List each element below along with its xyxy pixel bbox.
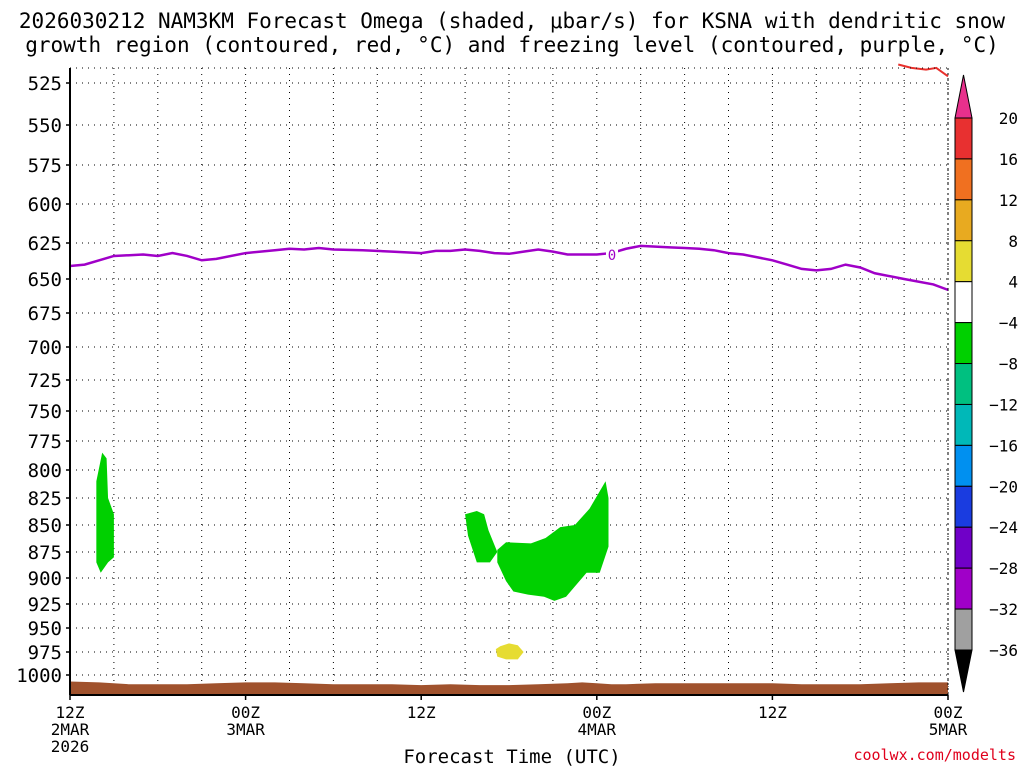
x-tick-time: 12Z xyxy=(407,703,436,722)
colorbar-label: −32 xyxy=(989,600,1018,619)
colorbar-segment xyxy=(954,363,973,405)
colorbar-label: 12 xyxy=(999,191,1018,210)
x-tick-time: 00Z xyxy=(582,703,611,722)
colorbar-segment xyxy=(954,608,973,651)
omega-shading-layer xyxy=(96,452,609,660)
colorbar-segment xyxy=(954,485,973,528)
colorbar-segment xyxy=(954,117,973,160)
gridlines xyxy=(69,68,949,695)
colorbar-label: −12 xyxy=(989,395,1018,414)
colorbar-label: −4 xyxy=(999,314,1018,333)
colorbar-label: −20 xyxy=(989,477,1018,496)
y-tick-label: 975 xyxy=(28,642,62,664)
omega-positive-region xyxy=(495,643,524,660)
colorbar-label: −8 xyxy=(999,355,1018,374)
colorbar-segment xyxy=(954,199,973,242)
x-tick-time: 12Z xyxy=(56,703,85,722)
freezing-level-line xyxy=(69,244,949,292)
colorbar-label: −28 xyxy=(989,559,1018,578)
colorbar: 20 16 12 8 4 −4 −8 −12 −16 −20 −24 −28 −32 −36 xyxy=(954,74,1018,693)
omega-region xyxy=(465,510,498,563)
y-tick-label: 825 xyxy=(28,488,62,510)
colorbar-label: 20 xyxy=(999,109,1018,128)
chart-title-line2: growth region (contoured, red, °C) and f… xyxy=(25,33,999,57)
axes-layer: 525 550 575 600 625 650 675 700 725 750 775 800 825 8… xyxy=(16,67,968,756)
colorbar-label: −24 xyxy=(989,518,1018,537)
x-tick-date: 4MAR xyxy=(578,720,617,739)
omega-region xyxy=(497,481,609,601)
y-tick-label: 1000 xyxy=(16,665,62,687)
colorbar-segment xyxy=(954,240,973,283)
y-tick-label: 700 xyxy=(28,337,62,359)
omega-region xyxy=(96,452,114,573)
contour-layer: 0 xyxy=(69,63,949,292)
colorbar-label: 4 xyxy=(1008,273,1018,292)
colorbar-label: −36 xyxy=(989,641,1018,660)
colorbar-segment xyxy=(954,403,973,446)
y-tick-label: 575 xyxy=(28,155,62,177)
x-axis-title: Forecast Time (UTC) xyxy=(403,746,621,768)
y-tick-label: 650 xyxy=(28,269,62,291)
y-tick-label: 625 xyxy=(28,233,62,255)
x-tick-time: 00Z xyxy=(231,703,260,722)
terrain-layer xyxy=(70,681,948,695)
terrain-fill xyxy=(70,681,948,695)
colorbar-segment xyxy=(954,158,973,201)
colorbar-label: −16 xyxy=(989,436,1018,455)
colorbar-cap-bottom xyxy=(954,649,973,693)
y-tick-label: 725 xyxy=(28,370,62,392)
colorbar-cap-top xyxy=(954,74,973,119)
y-tick-label: 875 xyxy=(28,542,62,564)
y-tick-label: 800 xyxy=(28,460,62,482)
y-tick-label: 675 xyxy=(28,303,62,325)
colorbar-segment xyxy=(954,567,973,610)
y-tick-label: 600 xyxy=(28,194,62,216)
freezing-level-label: 0 xyxy=(608,248,616,264)
colorbar-segment xyxy=(954,444,973,487)
x-tick-time: 00Z xyxy=(934,703,963,722)
x-tick-time: 12Z xyxy=(758,703,787,722)
y-tick-label: 750 xyxy=(28,401,62,423)
contour-label-bg xyxy=(606,248,618,263)
y-tick-label: 850 xyxy=(28,515,62,537)
y-tick-label: 775 xyxy=(28,431,62,453)
y-tick-label: 900 xyxy=(28,568,62,590)
colorbar-segment xyxy=(954,526,973,569)
colorbar-segment xyxy=(954,322,973,365)
chart-title-line1: 2026030212 NAM3KM Forecast Omega (shaded… xyxy=(18,9,1006,33)
colorbar-label: 16 xyxy=(999,150,1018,169)
x-tick-date: 2MAR xyxy=(51,720,90,739)
x-tick-date: 3MAR xyxy=(226,720,265,739)
x-tick-date: 5MAR xyxy=(929,720,968,739)
dendritic-zone-line xyxy=(897,63,949,78)
credit-text: coolwx.com/modelts xyxy=(853,746,1016,764)
y-tick-label: 950 xyxy=(28,618,62,640)
y-tick-label: 925 xyxy=(28,594,62,616)
x-tick-year: 2026 xyxy=(51,737,90,756)
colorbar-segment xyxy=(954,281,973,324)
colorbar-label: 8 xyxy=(1008,232,1018,251)
y-tick-label: 550 xyxy=(28,115,62,137)
y-tick-label: 525 xyxy=(28,73,62,95)
